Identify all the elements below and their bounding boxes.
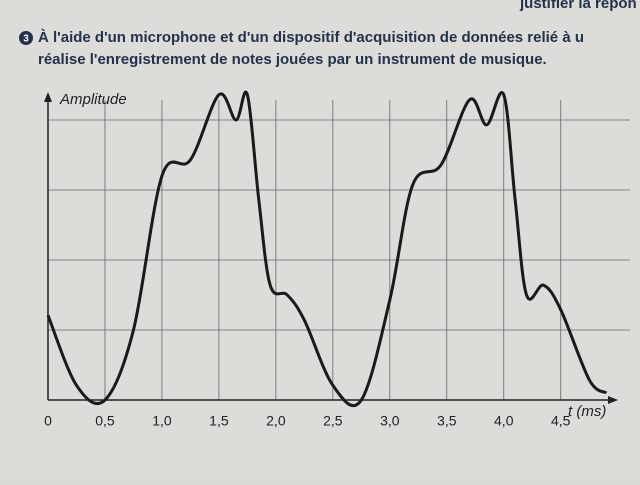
text-line: réalise l'enregistrement de notes jouées… [38, 51, 547, 68]
text-line: À l'aide d'un microphone et d'un disposi… [38, 29, 584, 46]
x-tick-label: 0,5 [95, 413, 115, 429]
y-axis-label: Amplitude [59, 91, 127, 108]
y-arrow [44, 92, 52, 102]
top-line: justifier la répon [519, 0, 637, 12]
x-tick-label: 3,5 [437, 413, 457, 429]
x-tick-label: 1,0 [152, 413, 172, 429]
x-tick-label: 2,0 [266, 413, 286, 429]
x-tick-label: 4,0 [494, 413, 514, 429]
x-tick-label: 2,5 [323, 413, 343, 429]
x-tick-label: 4,5 [551, 413, 571, 429]
x-tick-label: 3,0 [380, 413, 400, 429]
signal-line [46, 90, 608, 408]
bullet-circle [19, 31, 33, 45]
x-axis-label: t (ms) [568, 403, 606, 420]
bullet: 3 [23, 34, 29, 45]
x-tick-label: 1,5 [209, 413, 229, 429]
x-tick-label: 0 [44, 413, 52, 429]
chart: 0 0,5 1,0 1,5 2,0 2,5 3,0 3,5 4,0 4,5 Amplitude t (… [44, 90, 630, 429]
x-arrow [608, 396, 618, 404]
